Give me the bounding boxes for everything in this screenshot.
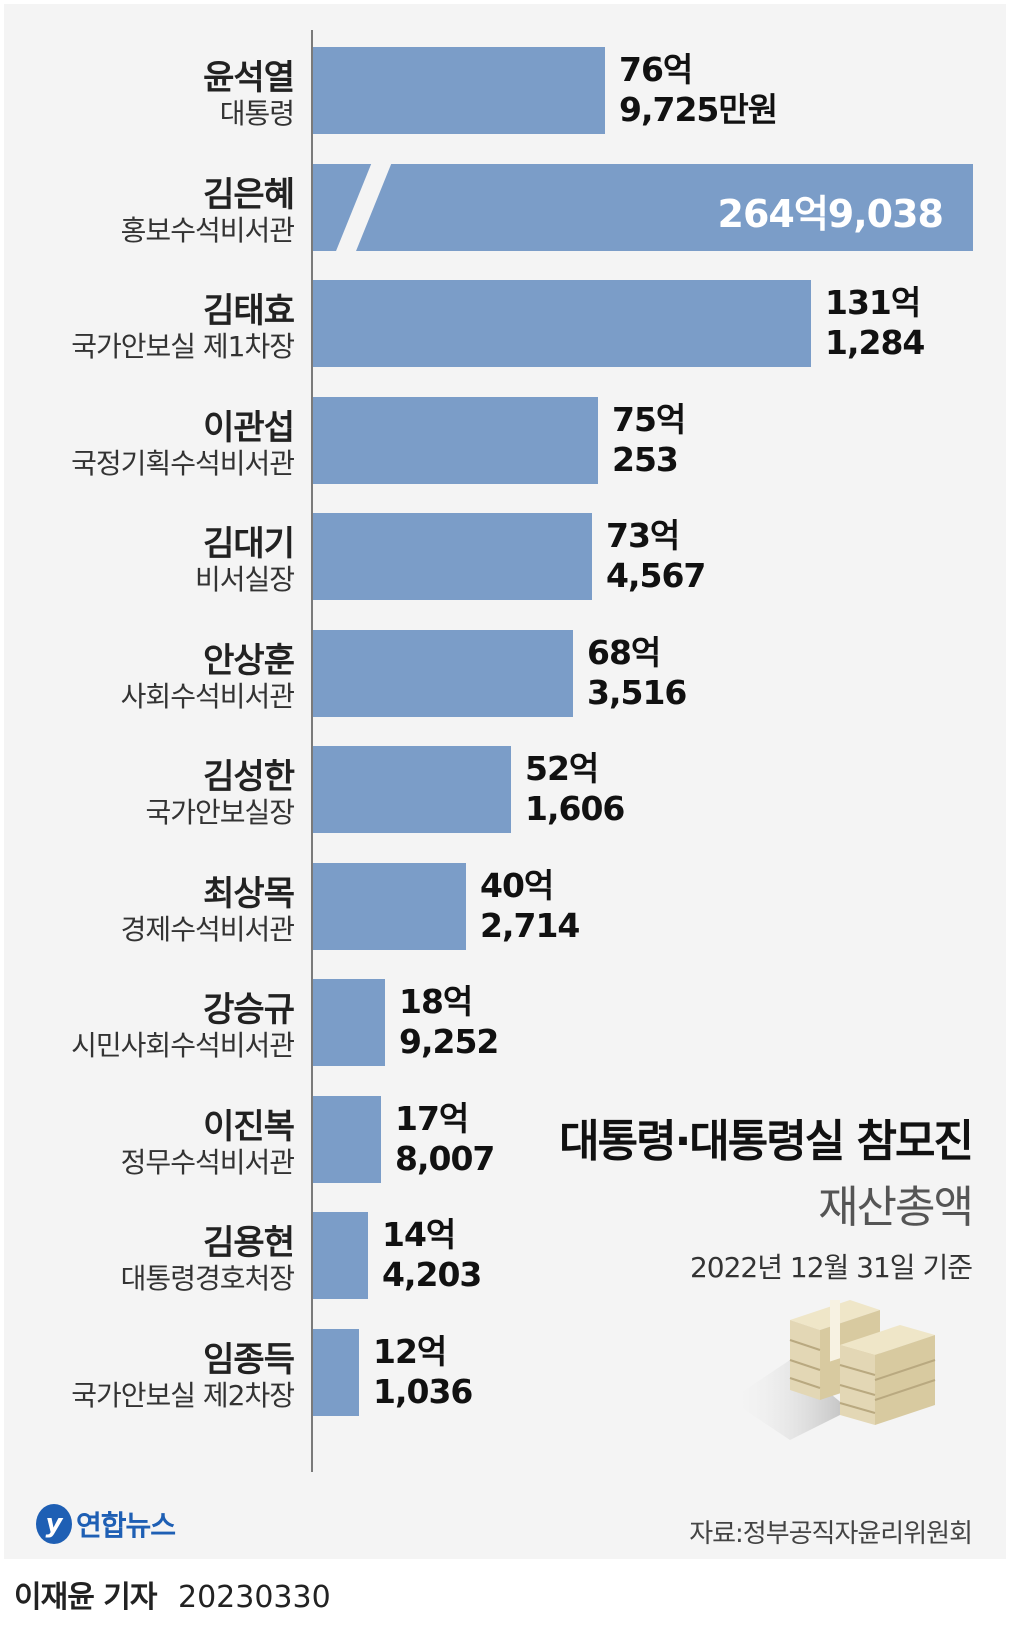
value-line-2: 253: [612, 439, 679, 479]
bar: [313, 746, 511, 833]
row-name: 최상목: [203, 873, 295, 914]
logo-text: 연합뉴스: [76, 1509, 176, 1542]
publish-date: 20230330: [178, 1580, 331, 1615]
row-title: 대통령: [219, 97, 295, 130]
row-name: 이진복: [203, 1106, 295, 1147]
chart-note: 2022년 12월 31일 기준: [689, 1251, 973, 1284]
row-name: 김태효: [203, 291, 295, 331]
bar: [313, 513, 592, 600]
value-line-1: 52억: [525, 749, 599, 788]
money-stack-icon: [730, 1300, 936, 1440]
reporter-name: 이재윤 기자: [14, 1580, 157, 1615]
row-name: 이관섭: [203, 407, 295, 448]
row-title: 국정기획수석비서관: [71, 446, 295, 480]
bar-row: 최상목 경제수석비서관 40억 2,714: [0, 860, 1012, 950]
bar-value-label: 76억 9,725만원: [619, 50, 778, 130]
bar-row: 김용현 대통령경호처장 14억 4,203: [0, 1209, 1012, 1299]
bar: [313, 629, 573, 717]
value-line-1: 14억: [382, 1215, 456, 1254]
value-line-1: 73억: [606, 516, 680, 555]
chart-heading: 대통령·대통령실 참모진 재산총액: [559, 1105, 974, 1235]
bar-value-label: 17억 8,007: [395, 1098, 495, 1179]
bar-value-label: 40억 2,714: [480, 865, 580, 946]
value-line-1: 76억: [619, 50, 693, 89]
data-source: 자료:정부공직자윤리위원회: [689, 1519, 973, 1549]
bar: [313, 1212, 368, 1299]
bar: [313, 47, 605, 134]
bar-value-label: 68억 3,516: [587, 632, 687, 713]
bar-value-label: 18억 9,252: [399, 982, 499, 1062]
bar-value-label: 131억 1,284: [825, 283, 925, 363]
row-name: 김대기: [203, 524, 295, 564]
row-name: 김성한: [203, 757, 295, 797]
row-name: 안상훈: [203, 640, 295, 681]
bar-value-label: 73억 4,567: [606, 516, 706, 596]
logo-mark-icon: y: [36, 1504, 72, 1544]
yonhap-logo: y 연합뉴스: [36, 1504, 176, 1544]
chart-subtitle: 재산총액: [818, 1182, 974, 1233]
row-title: 국가안보실장: [145, 796, 295, 829]
value-line-2: 4,567: [606, 556, 706, 595]
row-title: 국가안보실 제2차장: [71, 1378, 295, 1412]
bar: [313, 979, 385, 1066]
chart-title: 대통령·대통령실 참모진: [559, 1116, 974, 1167]
bar-row: 윤석열 대통령 76억 9,725만원: [0, 44, 1012, 134]
row-title: 국가안보실 제1차장: [71, 330, 295, 363]
bar: [313, 396, 598, 484]
value-line-1: 40억: [480, 865, 554, 905]
row-title: 비서실장: [194, 563, 295, 596]
bar-value-label: 14억 4,203: [382, 1215, 482, 1295]
bar: [313, 1328, 359, 1416]
value-line-2: 9,725만원: [619, 90, 778, 129]
row-title: 홍보수석비서관: [120, 213, 295, 247]
row-title: 정무수석비서관: [120, 1145, 295, 1179]
bar: [313, 280, 811, 367]
value-line-2: 1,284: [825, 323, 925, 362]
value-line-1: 18억: [399, 982, 473, 1021]
value-line-2: 9,252: [399, 1022, 499, 1061]
value-line-1: 131억: [825, 283, 921, 322]
row-name: 강승규: [203, 990, 295, 1030]
bar-row: 김태효 국가안보실 제1차장 131억 1,284: [0, 277, 1012, 367]
row-name: 윤석열: [203, 58, 295, 98]
value-line-2: 8,007: [395, 1138, 495, 1178]
row-name: 김은혜: [203, 174, 295, 215]
row-title: 대통령경호처장: [120, 1262, 295, 1295]
bar-row: 이진복 정무수석비서관 17억 8,007: [0, 1093, 1012, 1183]
bar-value-label: 264억9,038: [717, 191, 944, 236]
value-line-2: 1,036: [373, 1371, 473, 1411]
value-line-2: 3,516: [587, 672, 687, 712]
bar: [313, 163, 973, 251]
value-line-1: 68억: [587, 632, 661, 672]
bar-value-label: 12억 1,036: [373, 1331, 473, 1412]
bar-row: 김대기 비서실장 73억 4,567: [0, 510, 1012, 600]
bar-row: 김은혜 홍보수석비서관 264억9,038: [0, 160, 1012, 257]
row-title: 시민사회수석비서관: [71, 1029, 295, 1062]
bar-row: 김성한 국가안보실장 52억 1,606: [0, 743, 1012, 833]
row-title: 경제수석비서관: [120, 912, 295, 946]
row-name: 김용현: [203, 1223, 295, 1263]
bar: [313, 862, 466, 950]
credit-line: 이재윤 기자 20230330: [14, 1572, 331, 1616]
bar-row: 안상훈 사회수석비서관 68억 3,516: [0, 627, 1012, 717]
row-name: 임종득: [203, 1339, 295, 1380]
bar-row: 강승규 시민사회수석비서관 18억 9,252: [0, 976, 1012, 1066]
value-line-2: 2,714: [480, 905, 580, 945]
value-line-1: 12억: [373, 1331, 447, 1371]
bar-value-label: 75억 253: [612, 399, 686, 480]
value-line-2: 1,606: [525, 789, 625, 828]
row-title: 사회수석비서관: [120, 679, 295, 713]
bar-row: 임종득 국가안보실 제2차장 12억 1,036: [0, 1326, 1012, 1416]
value-line-1: 75억: [612, 399, 686, 439]
bar-row: 이관섭 국정기획수석비서관 75억 253: [0, 394, 1012, 484]
value-line-2: 4,203: [382, 1255, 482, 1294]
bar-value-label: 52억 1,606: [525, 749, 625, 829]
y-axis-line: [311, 30, 313, 1472]
value-line-1: 17억: [395, 1098, 469, 1138]
bar: [313, 1095, 381, 1183]
